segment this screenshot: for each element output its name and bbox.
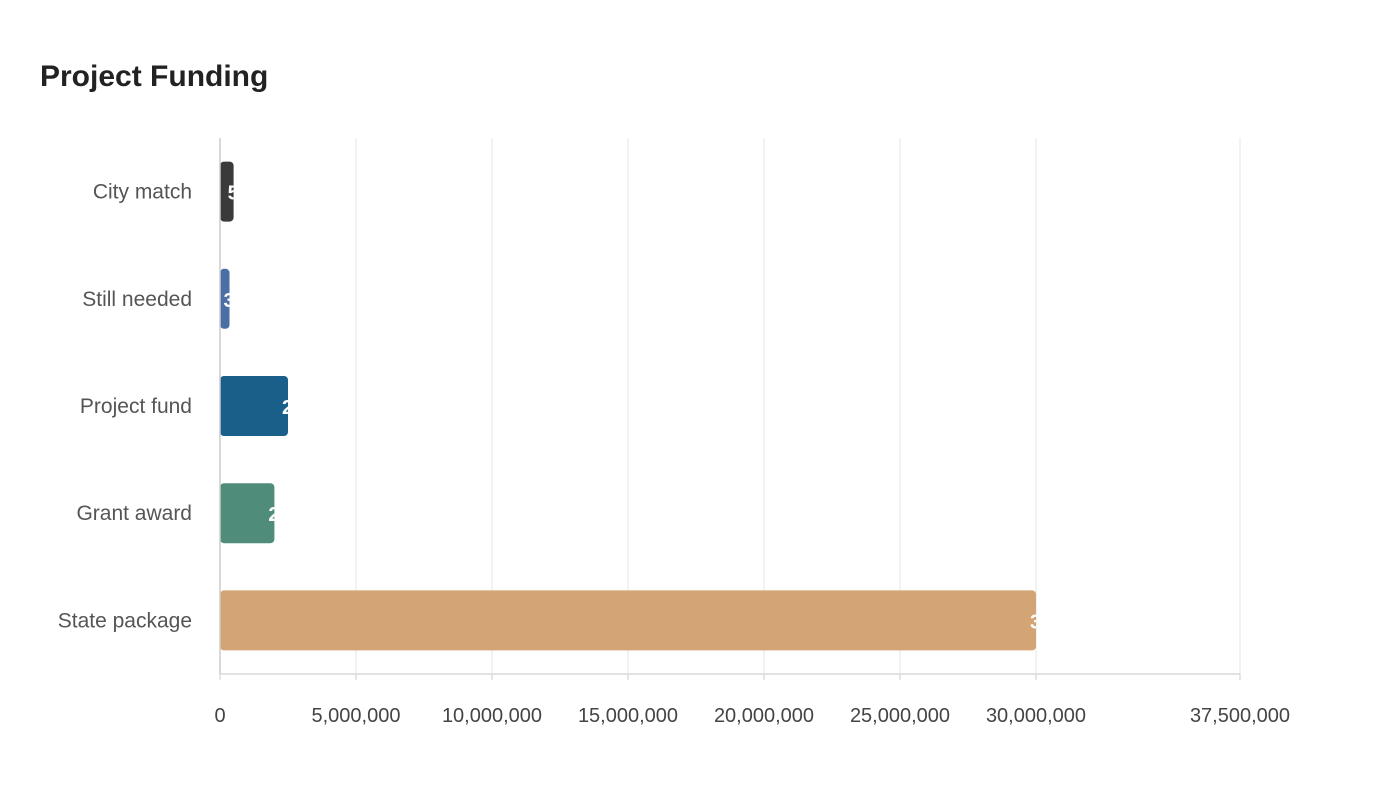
x-tick-label: 0 [214, 705, 225, 727]
data-label: 3 [224, 290, 235, 312]
bar-layer [220, 161, 1036, 651]
category-label: Still needed [82, 288, 192, 311]
data-label: 3 [1030, 611, 1041, 633]
x-tick-label: 5,000,000 [312, 705, 401, 727]
data-label: 5 [228, 183, 239, 205]
category-label: Project fund [80, 395, 192, 418]
bar [220, 376, 288, 436]
bar [220, 161, 234, 222]
x-tick-label: 30,000,000 [986, 705, 1086, 727]
x-tick-label: 20,000,000 [714, 705, 814, 727]
category-label: State package [58, 609, 192, 632]
category-label: City match [93, 181, 192, 204]
bar [220, 483, 275, 544]
bar [220, 590, 1036, 651]
data-label: 2 [282, 397, 293, 419]
chart-title: Project Funding [40, 60, 269, 93]
axis-layer [219, 138, 1241, 680]
data-label: 2 [268, 504, 279, 526]
x-tick-label: 10,000,000 [442, 705, 542, 727]
grid-layer [355, 138, 1241, 674]
x-tick-label: 25,000,000 [850, 705, 950, 727]
label-layer: 0 5,000,000 10,000,000 15,000,000 20,000,000… [58, 181, 1290, 727]
category-label: Grant award [76, 502, 192, 525]
x-tick-label: 37,500,000 [1190, 705, 1290, 727]
x-tick-label: 15,000,000 [578, 705, 678, 727]
bar [220, 268, 230, 329]
